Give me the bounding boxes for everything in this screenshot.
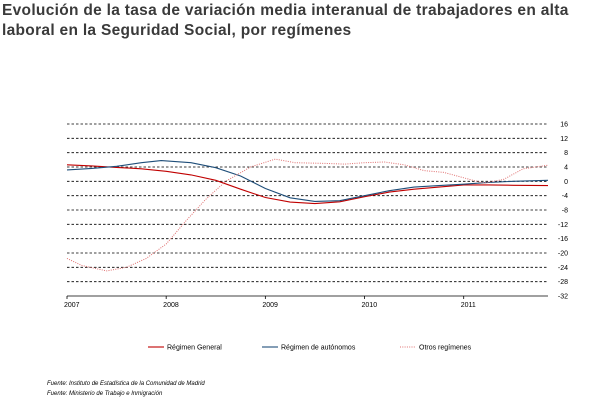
x-tick-label: 2009: [262, 302, 278, 309]
legend-label: Régimen de autónomos: [281, 345, 356, 352]
legend-label: Otros regímenes: [419, 345, 472, 352]
x-tick-label: 2010: [362, 302, 378, 309]
x-axis-ticks: 2007 2008 2009 2010 2011: [64, 296, 476, 309]
y-tick-label: 4: [564, 165, 568, 172]
y-tick-label: -4: [562, 193, 568, 200]
series-line-1: [66, 164, 549, 205]
series-lines: [66, 158, 549, 272]
y-axis-ticks: 16 12 8 4 0 -4 -8 -12 -16 -20 -24 -28 -32: [558, 122, 568, 301]
legend: Régimen General Régimen de autónomos Otros…: [148, 345, 472, 352]
chart-title: Evolución de la tasa de variación media …: [2, 2, 569, 39]
y-tick-label: -28: [558, 279, 568, 286]
y-tick-label: 8: [564, 150, 568, 157]
source-note-2: Fuente: Ministerio de Trabajo e Inmigrac…: [47, 391, 163, 397]
y-tick-label: 0: [564, 179, 568, 186]
x-tick-label: 2011: [461, 302, 476, 309]
x-tick-label: 2008: [163, 302, 179, 309]
series-line-2: [66, 160, 549, 202]
x-tick-label: 2007: [64, 302, 80, 309]
source-note-1: Fuente: Instituto de Estadística de la C…: [47, 381, 205, 387]
y-tick-label: -8: [562, 208, 568, 215]
legend-label: Régimen General: [167, 345, 222, 352]
y-tick-label: -16: [558, 236, 568, 243]
series-line-3: [66, 158, 549, 272]
y-tick-label: -20: [558, 251, 568, 258]
grid-lines: [67, 123, 548, 283]
y-tick-label: -24: [558, 265, 568, 272]
y-tick-label: 12: [560, 136, 568, 143]
y-tick-label: -12: [558, 222, 568, 229]
y-tick-label: 16: [560, 122, 568, 129]
y-tick-label: -32: [558, 294, 568, 301]
